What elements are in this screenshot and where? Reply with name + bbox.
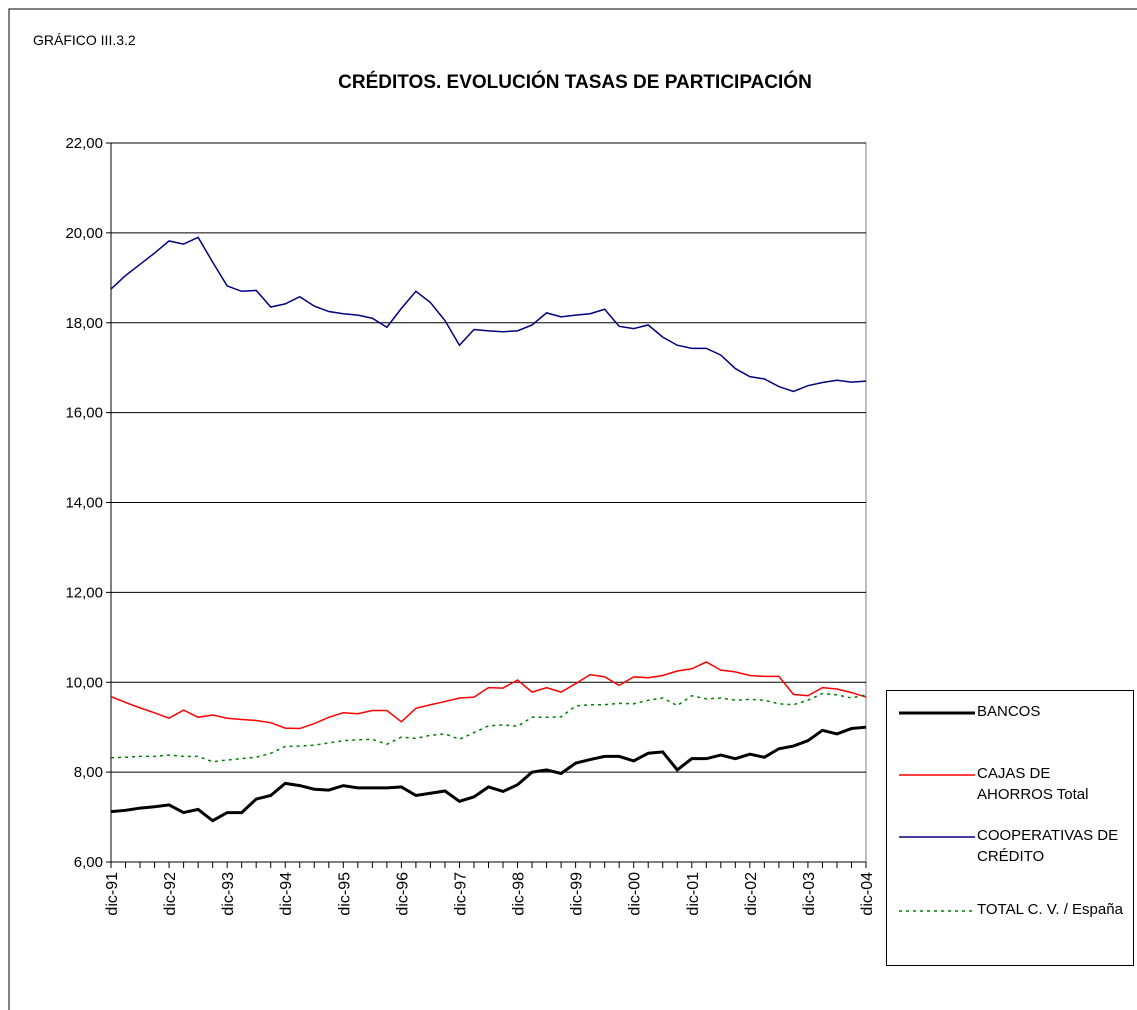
x-tick-label: dic-93 — [220, 872, 237, 916]
series-line — [110, 692, 867, 763]
y-tick-label: 10,00 — [65, 674, 103, 691]
x-tick-label: dic-03 — [801, 872, 818, 916]
legend-entry: TOTAL C. V. / España — [887, 899, 1127, 921]
legend-swatch — [899, 711, 975, 715]
chart-title: CRÉDITOS. EVOLUCIÓN TASAS DE PARTICIPACI… — [338, 71, 812, 93]
x-tick-label: dic-96 — [394, 872, 411, 916]
legend-entry: BANCOS — [887, 701, 1127, 723]
legend-label: CAJAS DE AHORROS Total — [977, 765, 1089, 803]
legend-swatch — [899, 836, 975, 838]
legend-entry: CAJAS DE AHORROS Total — [887, 763, 1127, 805]
x-tick-label: dic-01 — [685, 872, 702, 916]
x-tick-label: dic-02 — [743, 872, 760, 916]
x-tick-label: dic-98 — [511, 872, 528, 916]
x-tick-label: dic-97 — [452, 872, 469, 916]
legend-label: TOTAL C. V. / España — [977, 901, 1123, 918]
y-tick-label: 14,00 — [65, 495, 103, 512]
legend-label: BANCOS — [977, 703, 1041, 720]
frame — [8, 8, 1137, 1010]
legend: BANCOS CAJAS DE AHORROS Total COOPERATIVAS… — [886, 690, 1134, 966]
y-tick-label: 6,00 — [74, 854, 103, 871]
legend-swatch — [899, 910, 975, 912]
y-tick-label: 12,00 — [65, 584, 103, 601]
series-line — [110, 725, 867, 823]
y-tick-label: 22,00 — [65, 135, 103, 152]
legend-swatch — [899, 774, 975, 776]
y-tick-label: 18,00 — [65, 315, 103, 332]
chart-label: GRÁFICO III.3.2 — [33, 32, 136, 48]
y-tick-label: 16,00 — [65, 405, 103, 422]
x-tick-label: dic-99 — [569, 872, 586, 916]
x-tick-label: dic-92 — [162, 872, 179, 916]
x-tick-label: dic-94 — [278, 872, 295, 916]
x-tick-label: dic-91 — [104, 872, 121, 916]
x-tick-label: dic-04 — [859, 872, 876, 916]
y-tick-label: 20,00 — [65, 225, 103, 242]
series-line — [110, 661, 867, 730]
series-line — [110, 236, 867, 393]
x-tick-label: dic-00 — [627, 872, 644, 916]
legend-label: COOPERATIVAS DE CRÉDITO — [977, 827, 1119, 865]
legend-entry: COOPERATIVAS DE CRÉDITO — [887, 825, 1127, 867]
x-tick-label: dic-95 — [336, 872, 353, 916]
y-tick-label: 8,00 — [74, 764, 103, 781]
